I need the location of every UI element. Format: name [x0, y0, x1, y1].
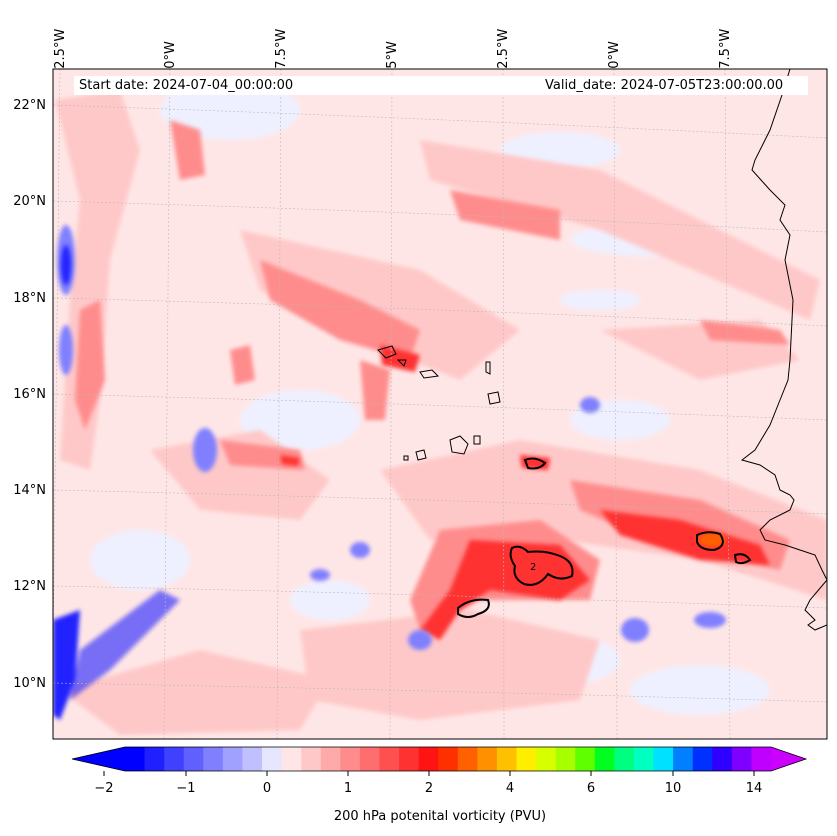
colorbar-swatch [438, 747, 459, 771]
colorbar-swatch [379, 747, 400, 771]
colorbar-swatch [692, 747, 713, 771]
valid-date: Valid_date: 2024-07-05T23:00:00.00 [545, 78, 784, 93]
cb-tick-2: 2 [424, 781, 434, 796]
colorbar [71, 746, 808, 776]
colorbar-swatch [731, 747, 752, 771]
colorbar-swatch [594, 747, 615, 771]
colorbar-swatch [203, 747, 224, 771]
pv-2-contours [457, 457, 752, 618]
colorbar-swatch [262, 747, 283, 771]
colorbar-extend-high [771, 747, 806, 771]
colorbar-swatch [164, 747, 185, 771]
colorbar-swatch [496, 747, 518, 771]
colorbar-swatch [516, 747, 537, 771]
colorbar-swatch [536, 747, 557, 771]
map-panel: 2 [52, 68, 828, 740]
colorbar-swatch [242, 747, 263, 771]
cb-tick-10: 10 [664, 781, 682, 796]
colorbar-swatch [575, 747, 596, 771]
lat-label-14n: 14°N [13, 483, 46, 498]
lat-label-22n: 22°N [13, 98, 46, 113]
cb-tick-minus2: −2 [94, 781, 114, 796]
graticule [53, 69, 827, 739]
colorbar-swatch [281, 747, 302, 771]
lat-label-10n: 10°N [13, 676, 46, 691]
lat-label-12n: 12°N [13, 579, 46, 594]
colorbar-swatch [399, 747, 420, 771]
colorbar-swatch [673, 747, 694, 771]
lat-label-16n: 16°N [13, 387, 46, 402]
colorbar-swatch [614, 747, 635, 771]
colorbar-swatch [125, 747, 146, 771]
colorbar-swatch [301, 747, 322, 771]
map-border [52, 68, 828, 740]
colorbar-outline [71, 746, 808, 772]
colorbar-swatch [751, 747, 772, 771]
contour-label: 2 [530, 562, 536, 573]
colorbar-swatch [555, 747, 576, 771]
cape-verde-islands [377, 345, 501, 461]
colorbar-swatch [477, 747, 498, 771]
pv-field: 2 [53, 69, 827, 739]
colorbar-label: 200 hPa potenital vorticity (PVU) [333, 809, 547, 824]
date-banner [74, 76, 808, 95]
colorbar-swatch [320, 747, 341, 771]
cb-tick-6: 6 [586, 781, 596, 796]
cb-tick-0: 0 [262, 781, 272, 796]
start-date: Start date: 2024-07-04_00:00:00 [79, 78, 294, 93]
africa-coastline [740, 69, 827, 631]
colorbar-swatch [144, 747, 165, 771]
cb-tick-1: 1 [343, 781, 353, 796]
colorbar-swatch [653, 747, 674, 771]
colorbar-swatch [340, 747, 361, 771]
cb-tick-14: 14 [745, 781, 763, 796]
colorbar-swatch [712, 747, 733, 771]
lat-label-18n: 18°N [13, 291, 46, 306]
colorbar-extend-low [72, 747, 125, 771]
colorbar-swatch [457, 747, 478, 771]
colorbar-swatch [633, 747, 655, 771]
cb-tick-4: 4 [505, 781, 515, 796]
colorbar-swatch [183, 747, 204, 771]
colorbar-swatch [359, 747, 380, 771]
colorbar-swatch [222, 747, 243, 771]
colorbar-swatch [418, 747, 439, 771]
cb-tick-minus1: −1 [176, 781, 196, 796]
lat-label-20n: 20°N [13, 194, 46, 209]
